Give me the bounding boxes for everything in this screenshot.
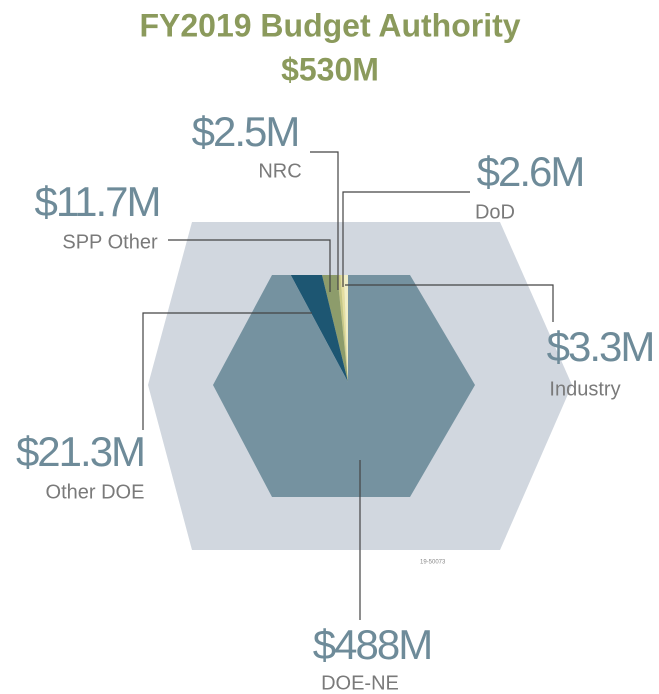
leader-line (345, 284, 554, 322)
value-label: $488M (313, 621, 431, 668)
leader-line (168, 239, 331, 292)
code: 19-50073 (420, 560, 446, 566)
pie-slice (213, 275, 475, 497)
value-label: $21.3M (16, 428, 144, 475)
leader-line (142, 312, 312, 430)
category-label: SPP Other (62, 231, 158, 253)
pie-slice (322, 275, 348, 382)
value-label: $11.7M (35, 178, 160, 225)
leader-lines (142, 151, 554, 620)
pie-slice (225, 275, 348, 382)
leader-line (342, 191, 470, 287)
value-label: $2.6M (477, 148, 584, 195)
category-label: NRC (258, 160, 301, 182)
pie-slice (329, 275, 348, 382)
chart-subtitle: $530M (281, 51, 379, 87)
pie-slice (337, 275, 348, 382)
category-label: DoD (475, 201, 515, 223)
pie (213, 275, 475, 497)
category-label: Other DOE (46, 481, 145, 503)
chart-title: FY2019 Budget Authority (139, 7, 520, 43)
pie-slice (286, 275, 348, 382)
value-label: $3.3M (547, 323, 654, 370)
category-label: Industry (549, 378, 620, 400)
category-label: DOE-NE (321, 672, 399, 694)
value-label: $2.5M (192, 108, 299, 155)
leader-line (310, 151, 339, 290)
